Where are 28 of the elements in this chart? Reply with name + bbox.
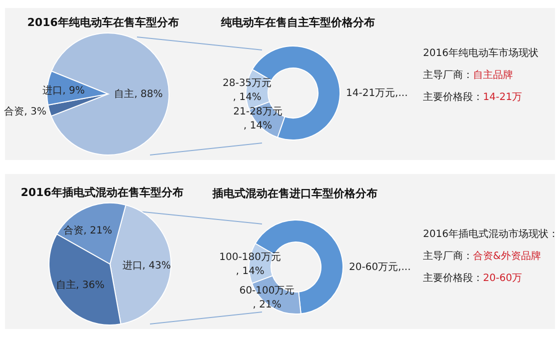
slice-label: 20-60万元,... (349, 262, 411, 273)
data-label: , 14% (232, 92, 262, 103)
text: 2016年纯电动车市场现状 (423, 47, 538, 59)
chart-title: 2016年纯电动车在售车型分布 (27, 16, 179, 29)
text: 主要价格段： (423, 91, 483, 103)
text: 主导厂商： (423, 69, 473, 81)
text: 20-60万 (483, 273, 522, 284)
slice-label: 自主, 88% (114, 88, 163, 100)
slice-label: 14-21万元,... (346, 88, 408, 99)
chart-title: 纯电动车在售自主车型价格分布 (220, 16, 375, 29)
text: 主导厂商： (423, 250, 473, 262)
slice-label: 合资, 3% (4, 105, 46, 118)
slice-label: 进口, 43% (122, 259, 171, 272)
text: 自主品牌 (473, 69, 513, 81)
slice-label: 进口, 9% (42, 84, 85, 96)
chart-title: 插电式混动在售进口车型价格分布 (212, 187, 378, 200)
text: 2016年插电式混动市场现状： (423, 228, 558, 240)
slice-label: 28-35万元 (222, 78, 272, 89)
pie-slice (50, 32, 170, 156)
slice-label: 合资, 21% (64, 224, 112, 236)
data-label: , 14% (236, 266, 264, 277)
text: 主要价格段： (423, 272, 483, 284)
slice-label: 自主, 36% (56, 278, 104, 291)
slice-label: 21-28万元 (233, 106, 282, 118)
chart-title: 2016年插电式混动在售车型分布 (20, 186, 184, 199)
text: 合资&外资品牌 (473, 250, 541, 262)
text: 14-21万 (483, 92, 522, 103)
slice-label: 100-180万元 (219, 252, 282, 263)
